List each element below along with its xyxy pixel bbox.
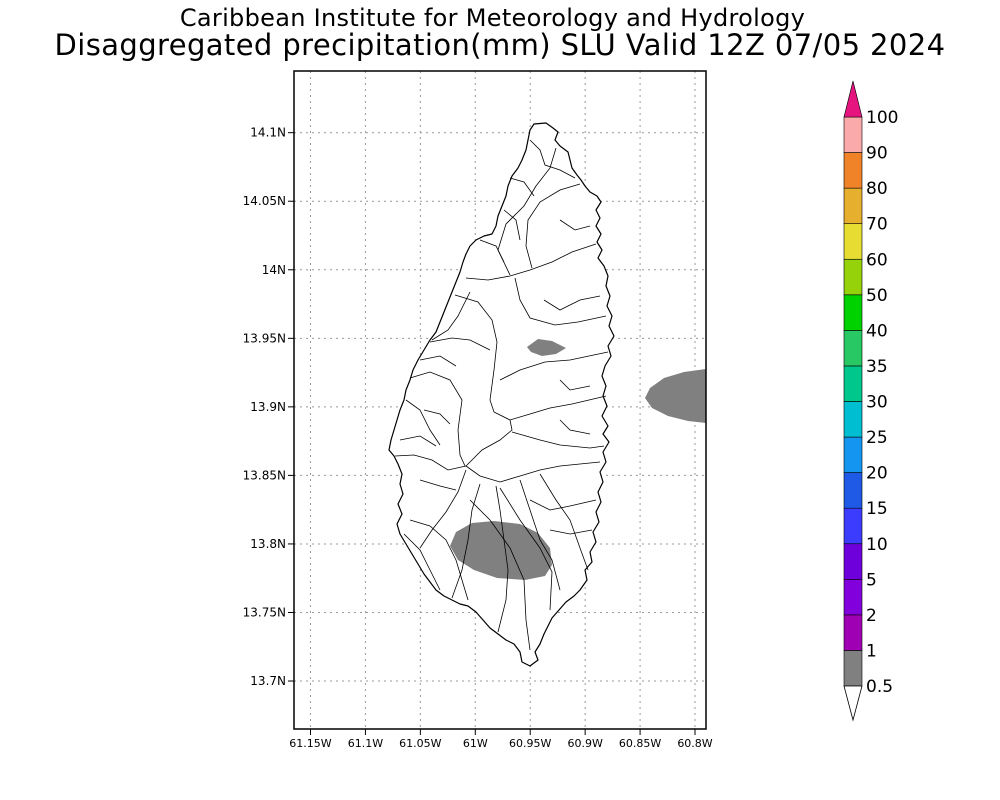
lon-tick-label: 60.9W: [567, 737, 602, 750]
colorbar-label: 30: [866, 393, 888, 413]
lon-tick-label: 61W: [463, 737, 488, 750]
colorbar-segment: [843, 187, 863, 224]
colorbar-label: 100: [866, 108, 898, 128]
lat-tick-label: 13.9N: [250, 400, 286, 414]
colorbar-label: 60: [866, 250, 888, 270]
map-axes: 14.1N 14.05N 14N 13.95N 13.9N 13.85N 13.8N 13.7…: [243, 126, 713, 750]
lat-tick-label: 14N: [262, 263, 286, 277]
colorbar-label: 50: [866, 286, 888, 306]
lon-tick-label: 61.1W: [348, 737, 383, 750]
colorbar-high-cap: [843, 80, 863, 118]
lon-tick-label: 60.95W: [509, 737, 551, 750]
colorbar-label: 40: [866, 321, 888, 341]
colorbar-segment: [843, 436, 863, 473]
lat-tick-label: 13.75N: [243, 605, 286, 619]
colorbar-segment: [843, 258, 863, 296]
lon-tick-label: 60.85W: [619, 737, 661, 750]
lon-tick-label: 61.15W: [289, 737, 331, 750]
colorbar-segment: [843, 543, 863, 580]
colorbar-label: 15: [866, 499, 888, 519]
precip-area-north: [527, 339, 566, 356]
colorbar-segment: [843, 650, 863, 687]
lat-tick-label: 13.7N: [250, 674, 286, 688]
watershed-boundaries: [394, 139, 609, 651]
lon-tick-label: 60.8W: [677, 737, 712, 750]
colorbar-label: 10: [866, 535, 888, 555]
colorbar-label: 25: [866, 428, 888, 448]
colorbar-segment: [843, 472, 863, 509]
lon-tick-label: 61.05W: [399, 737, 441, 750]
colorbar-segment: [843, 507, 863, 545]
colorbar-label: 20: [866, 464, 888, 484]
colorbar-segment: [843, 401, 863, 438]
colorbar-label: 2: [866, 606, 877, 626]
colorbar-segment: [843, 152, 863, 189]
colorbar-label: 70: [866, 215, 888, 235]
lat-tick-label: 13.95N: [243, 331, 286, 345]
colorbar-label: 5: [866, 570, 877, 590]
colorbar-segment: [843, 365, 863, 402]
colorbar-low-cap: [843, 685, 863, 722]
lat-tick-label: 13.8N: [250, 537, 286, 551]
lat-tick-label: 14.05N: [243, 194, 286, 208]
colorbar-label: 1: [866, 641, 877, 661]
colorbar-label: 0.5: [866, 677, 893, 697]
chart-subtitle: Disaggregated precipitation(mm) SLU Vali…: [54, 28, 946, 62]
lat-tick-label: 13.85N: [243, 468, 286, 482]
colorbar-label: 35: [866, 357, 888, 377]
chart-title: Caribbean Institute for Meteorology and …: [179, 4, 806, 32]
precip-area-south: [450, 521, 552, 580]
colorbar-label: 80: [866, 179, 888, 199]
colorbar-segment: [843, 294, 863, 331]
colorbar-segment: [843, 579, 863, 616]
lat-tick-label: 14.1N: [250, 126, 286, 140]
colorbar-segment: [843, 614, 863, 651]
colorbar-segment: [843, 330, 863, 367]
precip-area-east: [645, 369, 706, 423]
colorbar-segment: [843, 223, 863, 260]
map-frame: [293, 70, 707, 730]
colorbar-segment: [843, 116, 863, 153]
colorbar-label: 90: [866, 144, 888, 164]
